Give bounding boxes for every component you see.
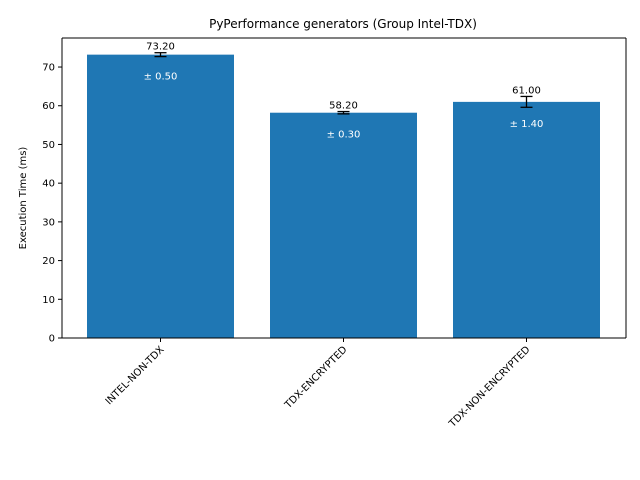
error-label-2: ± 1.40 bbox=[510, 119, 544, 130]
y-tick-label-60: 60 bbox=[42, 101, 55, 112]
plot-area: 73.20 58.20 61.00 ± 0.50 ± 0.30 ± 1.40 0 10 20 30… bbox=[42, 37, 627, 430]
x-tick-label-tdx-non-encrypted: TDX-NON-ENCRYPTED bbox=[447, 344, 533, 430]
y-tick-label-0: 0 bbox=[49, 334, 55, 345]
y-tick-label-40: 40 bbox=[42, 179, 55, 190]
error-label-0: ± 0.50 bbox=[144, 72, 178, 83]
y-axis-label: Execution Time (ms) bbox=[18, 147, 29, 250]
x-tick-label-tdx-encrypted: TDX-ENCRYPTED bbox=[282, 344, 349, 411]
value-label-1: 58.20 bbox=[329, 101, 358, 112]
y-tick-label-20: 20 bbox=[42, 256, 55, 267]
y-tick-label-30: 30 bbox=[42, 217, 55, 228]
value-label-0: 73.20 bbox=[146, 42, 175, 53]
value-label-2: 61.00 bbox=[512, 85, 541, 96]
chart-title: PyPerformance generators (Group Intel-TD… bbox=[209, 17, 477, 31]
error-label-1: ± 0.30 bbox=[327, 130, 361, 141]
x-tick-label-intel-non-tdx: INTEL-NON-TDX bbox=[104, 344, 167, 407]
bar-tdx-non-encrypted bbox=[453, 101, 600, 338]
y-tick-label-10: 10 bbox=[42, 295, 55, 306]
y-tick-label-70: 70 bbox=[42, 63, 55, 74]
bar-intel-non-tdx bbox=[87, 54, 234, 338]
y-tick-label-50: 50 bbox=[42, 140, 55, 151]
bar-tdx-encrypted bbox=[270, 112, 417, 338]
